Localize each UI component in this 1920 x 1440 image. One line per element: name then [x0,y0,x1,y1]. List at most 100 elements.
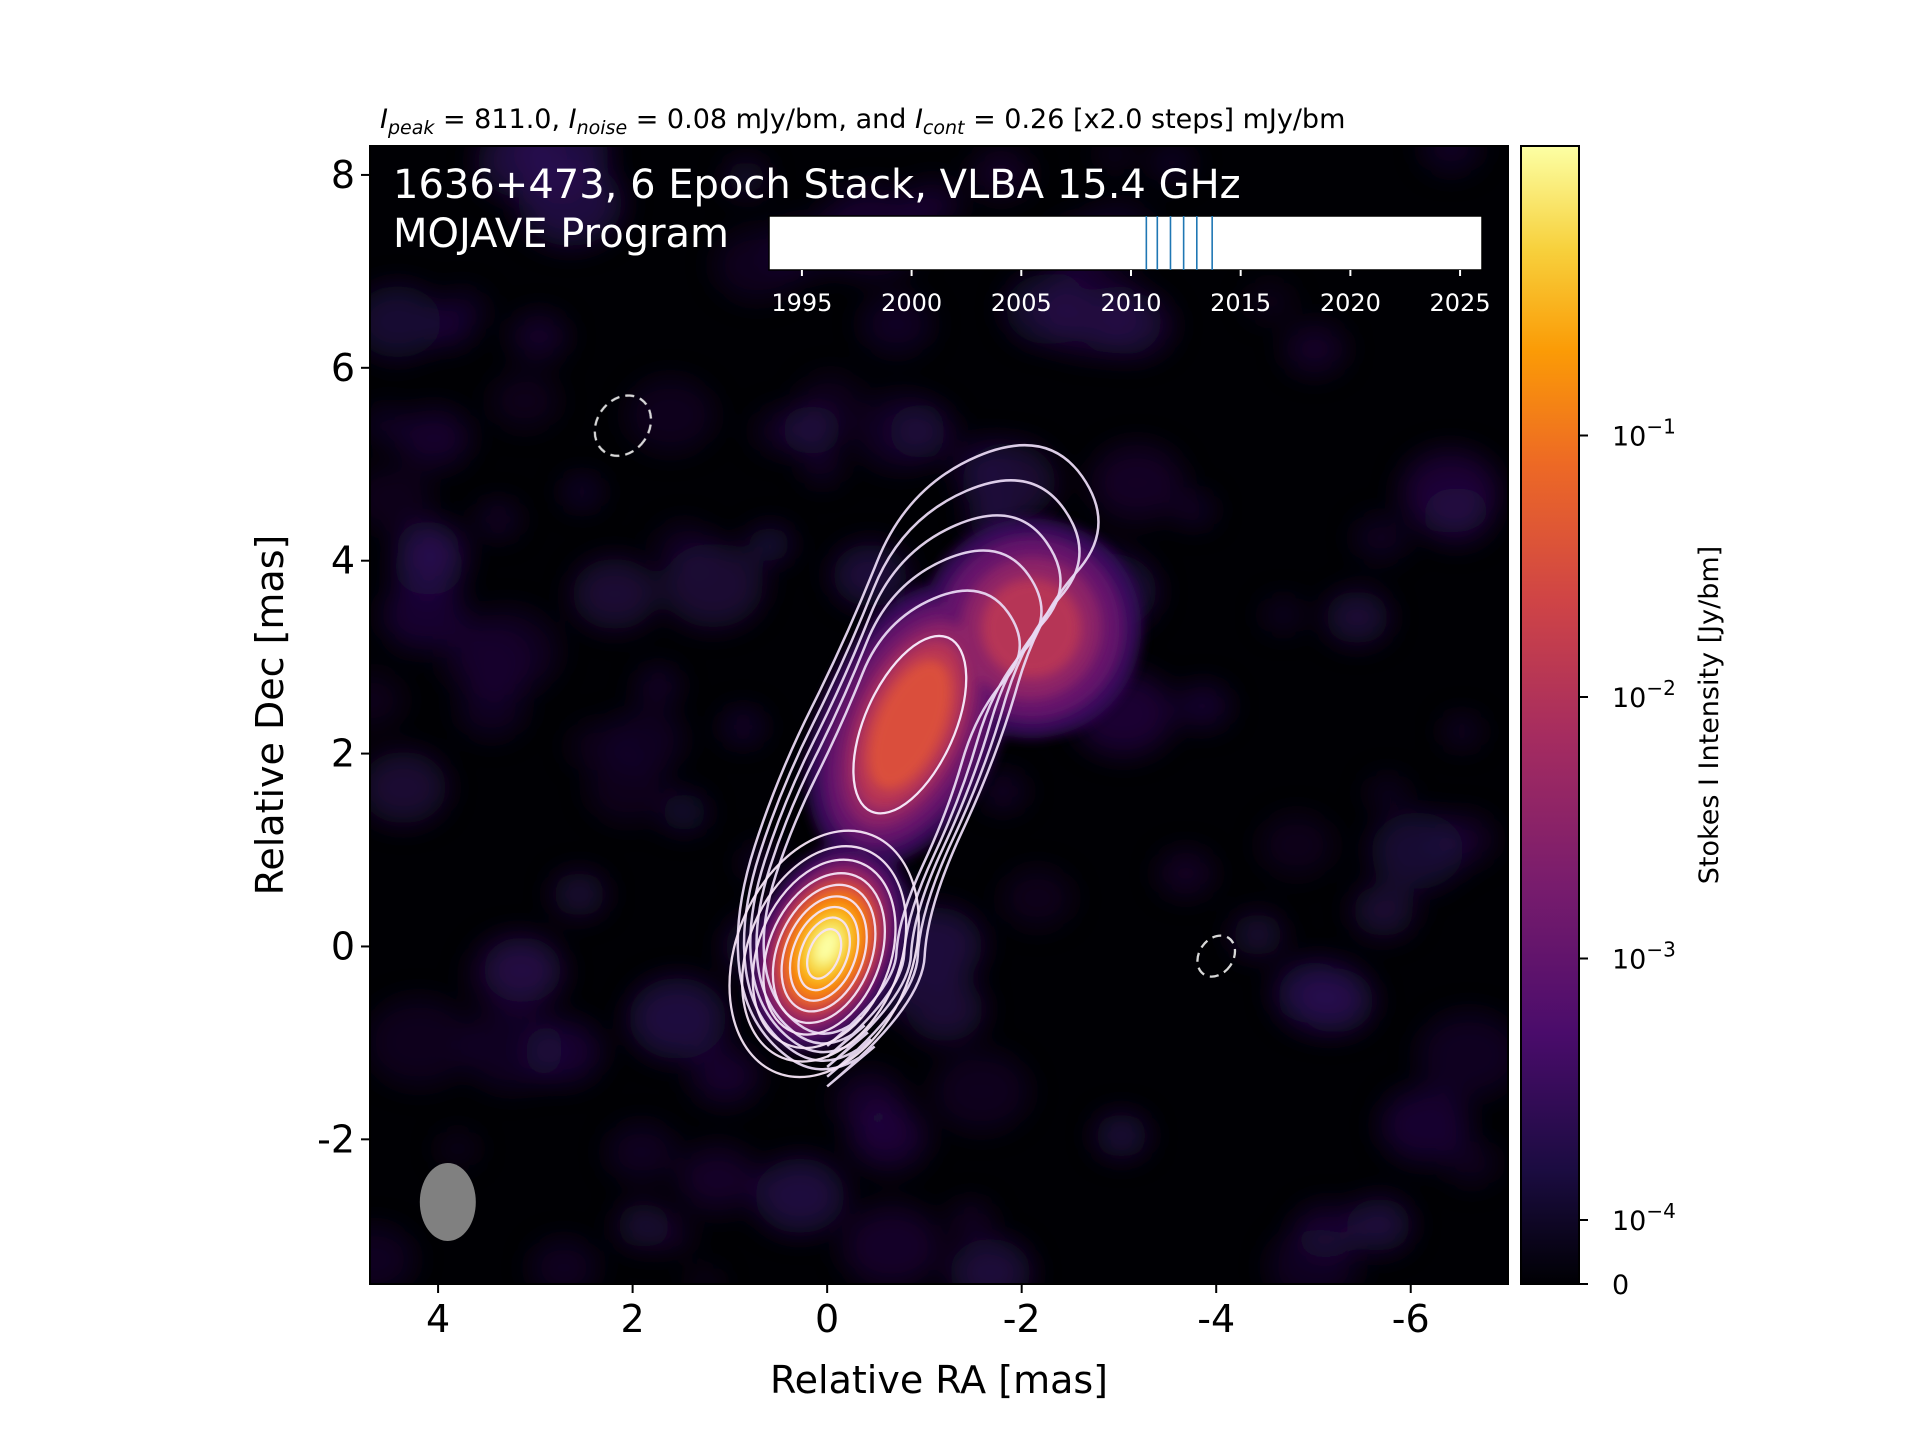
noise-blob [749,526,792,562]
noise-blob [662,543,764,628]
y-axis-label: Relative Dec [mas] [248,535,292,896]
noise-blob [476,501,520,538]
colorbar-tick-label: 0 [1612,1270,1629,1301]
x-tick-label: 2 [621,1297,645,1341]
noise-blob [572,558,658,630]
contour-line [762,872,887,1036]
beam-ellipse [419,1163,476,1242]
noise-blob [726,160,767,195]
timeline-tick-label: 2005 [991,289,1052,317]
noise-blob [370,285,442,358]
contour-line [749,514,1062,1068]
noise-blob [483,937,562,1003]
contour-line [771,883,877,1025]
y-tick-label: 6 [331,346,355,390]
noise-blob [1158,850,1214,897]
colorbar-ticks: 10−1 10−2 10−3 10−4 0 [1579,415,1676,1301]
noise-blob [722,709,764,745]
timeline-tick-label: 2025 [1430,289,1491,317]
negative-contours [593,394,1237,978]
emission-blob [867,659,952,791]
noise-blob [1434,814,1495,865]
noise-blob [861,294,932,354]
noise-blob [905,976,984,1042]
noise-blob [1259,813,1335,877]
noise-blob [848,1100,916,1158]
y-tick-label: 2 [331,732,355,776]
noise-blob [841,1204,942,1284]
contour-line [852,634,968,815]
noise-blob [1175,494,1214,526]
noise-blob [1400,449,1501,533]
contour-line [751,858,897,1050]
noise-blob [625,378,716,453]
colorbar: 10−1 10−2 10−3 10−4 0 Stokes I Intensity [Jy… [1520,145,1725,1301]
noise-blob [1096,146,1134,171]
noise-blob [1445,1140,1498,1185]
noise-blob [370,1225,415,1284]
noise-blob [370,465,433,533]
noise-blob [1177,684,1230,728]
noise-blob [949,1201,993,1237]
contour-line [755,549,1043,1059]
chart-title: Ipeak = 811.0, Inoise = 0.08 mJy/bm, and… [380,104,1345,139]
noise-blob [690,1046,761,1105]
noise-blob [686,1266,724,1284]
noise-blob [1325,590,1389,644]
noise-blob [1095,1113,1148,1158]
noise-blob [1232,913,1283,956]
x-tick-label: -2 [1003,1297,1041,1341]
noise-blob [381,579,467,651]
noise-blob [753,408,807,454]
noise-blob [370,671,405,730]
noise-blob [852,393,946,471]
contour-line [736,444,1100,1088]
noise-blob [397,520,459,572]
noise-blob [398,408,471,469]
noise-blob [1284,323,1346,375]
noise-blob [1352,885,1415,937]
x-axis-label: Relative RA [mas] [770,1358,1108,1402]
noise-blob [804,453,841,484]
noise-blob [1277,960,1364,1032]
colorbar-tick-label: 10−2 [1612,676,1676,714]
noise-blob [961,442,1057,522]
noise-blob [607,707,685,773]
timeline-epochs [1145,216,1213,270]
timeline-tick-label: 2000 [881,289,942,317]
timeline-box [768,215,1483,271]
noise-blob [1417,1012,1508,1098]
timeline-tick-label: 2020 [1320,289,1381,317]
noise-blob [587,756,668,823]
contour-line [728,829,920,1079]
noise-blob [677,1145,758,1212]
noise-blob [370,406,408,444]
y-tick-label: 4 [331,539,355,583]
noise-blob [370,751,447,824]
emission-blob [813,927,841,966]
timeline-tick-label: 2015 [1210,289,1271,317]
timeline-tick-label: 2010 [1100,289,1161,317]
y-tick-label: 8 [331,153,355,197]
plot-frame [369,145,1509,1285]
noise-blob [511,313,567,360]
contour-line [797,916,851,992]
noise-blob [628,977,727,1060]
noise-blob [637,667,680,704]
contour-line [740,845,908,1063]
noise-blob [1293,1204,1359,1259]
noise-blob [1442,715,1482,748]
noise-blob [932,1051,1030,1132]
noise-blob [1262,597,1305,633]
noise-blob [1421,146,1481,173]
colorbar-tick-label: 10−1 [1612,415,1676,453]
noise-blob [971,148,1031,199]
contour-line [780,895,868,1013]
x-axis-ticks: 4 2 0 -2 -4 -6 [426,1284,1430,1341]
image-panel [370,146,1508,1284]
x-tick-label: 4 [426,1297,450,1341]
noise-blob [490,372,559,430]
x-tick-label: -6 [1392,1297,1430,1341]
epoch-timeline: 1995 2000 2005 2010 2015 2020 2025 [768,215,1491,317]
